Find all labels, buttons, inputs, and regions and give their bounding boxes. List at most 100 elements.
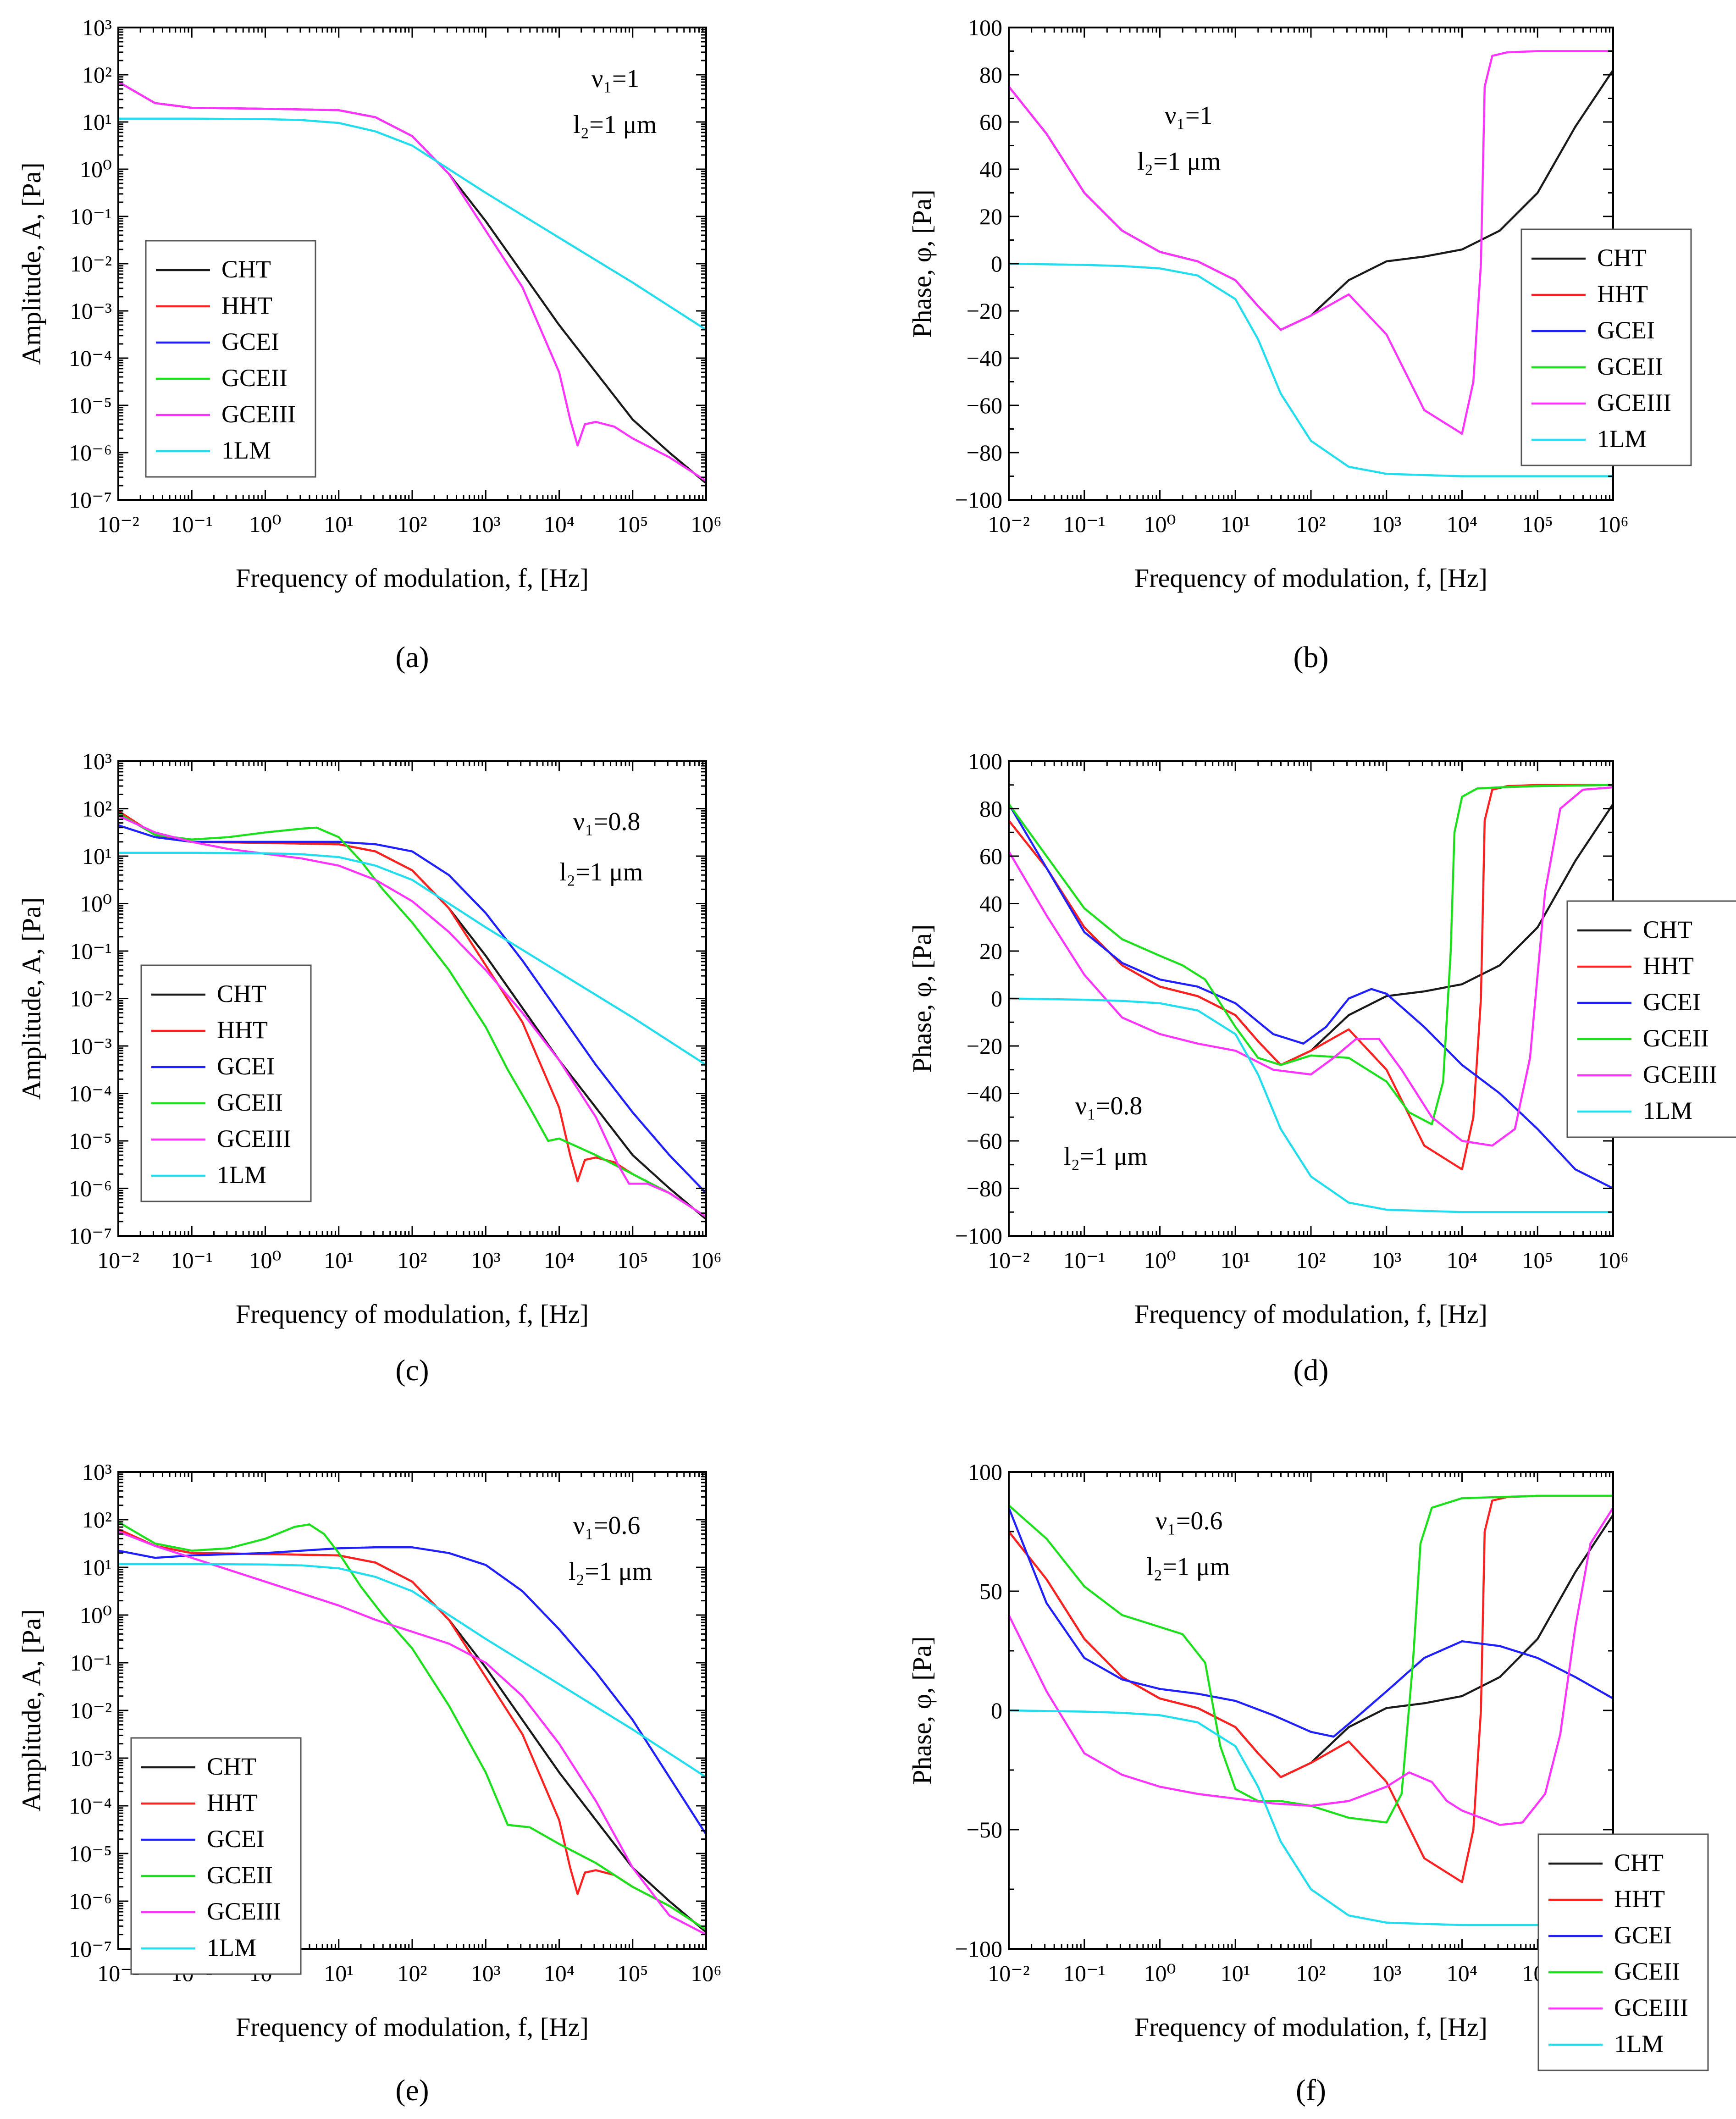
x-axis-label: Frequency of modulation, f, [Hz] — [236, 1299, 589, 1329]
legend-entry: GCEII — [217, 1089, 283, 1116]
x-tick-label: 10¹ — [1221, 1960, 1250, 1986]
y-tick-label: 0 — [991, 251, 1002, 277]
annotation-nu: ν₁=0.8 — [1075, 1092, 1142, 1120]
series-line-gceii — [118, 1521, 706, 1931]
y-tick-label: −100 — [955, 1223, 1002, 1249]
annotation-l2: l₂=1 μm — [573, 111, 657, 139]
x-tick-label: 10⁶ — [691, 1247, 721, 1273]
series-line-cht — [1009, 1514, 1613, 1778]
legend-entry: GCEI — [1643, 988, 1701, 1016]
y-tick-label: 10⁻¹ — [70, 204, 112, 229]
legend: CHT HHT GCEI GCEII GCEIII 1LM — [1537, 1833, 1709, 2071]
legend: CHT HHT GCEI GCEII GCEIII 1LM — [130, 1737, 302, 1975]
legend-entry: HHT — [1643, 952, 1694, 979]
x-tick-label: 10⁻¹ — [171, 511, 213, 537]
y-tick-label: 10⁻⁵ — [69, 1841, 112, 1866]
series-group — [1009, 1494, 1613, 1926]
y-tick-label: −100 — [955, 487, 1002, 513]
x-tick-label: 10³ — [1371, 1247, 1401, 1273]
y-tick-label: 60 — [979, 843, 1002, 869]
annotation-nu: ν₁=0.6 — [573, 1511, 640, 1540]
legend-entry: GCEIII — [1597, 389, 1671, 416]
y-tick-label: 10² — [82, 796, 112, 822]
y-tick-label: 100 — [968, 15, 1002, 40]
panel-label: (c) — [395, 1354, 429, 1387]
y-tick-label: 10³ — [82, 748, 112, 774]
x-tick-label: 10¹ — [1221, 1247, 1250, 1273]
legend-entry: CHT — [221, 255, 271, 283]
y-tick-label: −20 — [967, 298, 1002, 324]
y-tick-label: 10⁻⁷ — [69, 487, 112, 513]
annotation-l2: l₂=1 μm — [1146, 1553, 1230, 1581]
y-tick-label: 40 — [979, 891, 1002, 917]
x-axis-label: Frequency of modulation, f, [Hz] — [236, 2012, 589, 2042]
series-line-gceii — [1009, 784, 1613, 1126]
x-tick-label: 10⁶ — [1598, 1247, 1628, 1273]
x-tick-label: 10⁶ — [691, 1960, 721, 1986]
legend-entry: CHT — [1597, 244, 1647, 271]
legend-entry: HHT — [207, 1789, 258, 1816]
legend-entry: GCEI — [1597, 316, 1655, 344]
series-group — [118, 81, 706, 485]
y-tick-label: 10⁰ — [80, 1602, 112, 1628]
legend-entry: GCEI — [217, 1052, 275, 1080]
legend-entry: GCEI — [221, 328, 279, 355]
y-tick-label: 10⁻³ — [70, 1745, 112, 1771]
y-tick-label: 20 — [979, 204, 1002, 229]
x-tick-label: 10⁰ — [1144, 511, 1176, 537]
y-tick-label: −80 — [967, 1176, 1002, 1201]
legend-entry: HHT — [221, 292, 272, 319]
legend-entry: GCEII — [1643, 1024, 1709, 1052]
series-line-gcei — [1009, 802, 1613, 1190]
y-tick-label: 10⁻¹ — [70, 1650, 112, 1676]
series-line-gceii — [118, 812, 706, 1218]
x-tick-label: 10⁵ — [1522, 511, 1553, 537]
legend-entry: GCEIII — [221, 400, 296, 428]
legend-entry: HHT — [1597, 280, 1648, 308]
y-tick-label: 10¹ — [82, 843, 112, 869]
series-line-hht — [1009, 1494, 1613, 1883]
legend: CHT HHT GCEI GCEII GCEIII 1LM — [140, 964, 312, 1202]
y-tick-label: 10⁻² — [70, 1698, 112, 1723]
x-tick-label: 10⁴ — [544, 511, 575, 537]
y-tick-label: 10² — [82, 62, 112, 88]
legend-entry: CHT — [1643, 916, 1692, 943]
y-tick-label: −80 — [967, 440, 1002, 465]
series-group — [118, 810, 706, 1221]
legend-entry: GCEII — [1597, 353, 1663, 380]
chart-panel-f: 10⁻²10⁻¹10⁰10¹10²10³10⁴10⁵10⁶−100−500501… — [907, 1459, 1709, 2107]
y-axis-label: Phase, φ, [Pa] — [907, 1636, 937, 1784]
x-tick-label: 10⁻² — [97, 511, 139, 537]
y-tick-label: 10⁻⁵ — [69, 393, 112, 418]
y-tick-label: 10⁻² — [70, 986, 112, 1012]
y-tick-label: 10⁻⁵ — [69, 1128, 112, 1154]
x-tick-label: 10⁵ — [617, 1247, 648, 1273]
series-line-gcei — [118, 1546, 706, 1836]
legend-entry: HHT — [217, 1016, 268, 1044]
y-tick-label: 10⁻³ — [70, 1033, 112, 1059]
annotation-l2: l₂=1 μm — [559, 858, 643, 886]
y-axis-label: Phase, φ, [Pa] — [907, 189, 937, 337]
series-line-gceiii — [1009, 786, 1613, 1147]
x-tick-label: 10⁰ — [249, 511, 281, 537]
y-tick-label: 100 — [968, 748, 1002, 774]
legend-entry: GCEI — [207, 1825, 265, 1853]
y-tick-label: 0 — [991, 986, 1002, 1012]
y-tick-label: −20 — [967, 1033, 1002, 1059]
x-tick-label: 10⁶ — [691, 511, 721, 537]
chart-panel-e: 10⁻² 10⁻¹ 10⁰ 10¹ 10² 10³ 10⁴ 10⁵ 10⁶ 10⁻⁷ 10⁻⁶ 10⁻… — [17, 1459, 722, 2107]
series-line-gcei — [118, 824, 706, 1195]
y-tick-label: 10⁻⁴ — [69, 1081, 112, 1107]
x-tick-label: 10³ — [471, 511, 501, 537]
y-tick-label: 10⁻¹ — [70, 938, 112, 964]
x-tick-label: 10² — [1296, 511, 1326, 537]
y-tick-label: 100 — [968, 1459, 1002, 1485]
x-tick-label: 10² — [398, 1247, 427, 1273]
annotation-nu: ν₁=1 — [592, 65, 639, 93]
x-tick-label: 10⁶ — [1598, 511, 1628, 537]
series-line-cht — [1009, 802, 1613, 1066]
y-tick-label: 10⁻⁴ — [69, 345, 112, 371]
x-tick-label: 10² — [1296, 1247, 1326, 1273]
y-tick-label: −100 — [955, 1936, 1002, 1962]
x-tick-label: 10¹ — [324, 1960, 354, 1986]
